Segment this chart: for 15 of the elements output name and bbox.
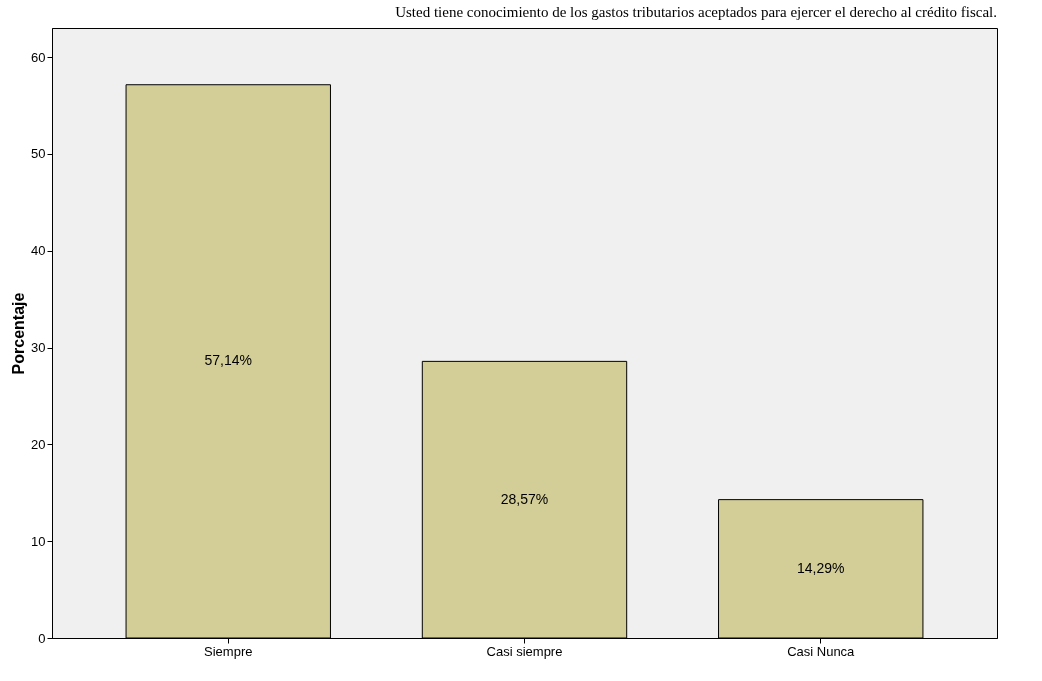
- y-tick-label: 10: [31, 533, 46, 549]
- x-tick-label: Casi Nunca: [787, 643, 856, 659]
- y-tick-label: 0: [38, 630, 46, 646]
- y-axis-title: Porcentaje: [10, 292, 28, 375]
- data-label: 14,29%: [797, 559, 845, 576]
- x-tick-label: Casi siempre: [486, 643, 563, 659]
- y-tick-label: 60: [31, 49, 46, 65]
- chart-title: Usted tiene conocimiento de los gastos tributarios aceptados para ejercer el derecho al crédito fiscal.: [395, 4, 997, 20]
- data-label: 57,14%: [204, 352, 252, 369]
- x-tick-label: Siempre: [204, 643, 253, 659]
- y-tick-label: 50: [31, 146, 46, 162]
- y-tick-label: 20: [31, 436, 46, 452]
- data-label: 28,57%: [500, 490, 549, 507]
- y-tick-label: 40: [31, 243, 46, 259]
- y-tick-label: 30: [31, 340, 46, 356]
